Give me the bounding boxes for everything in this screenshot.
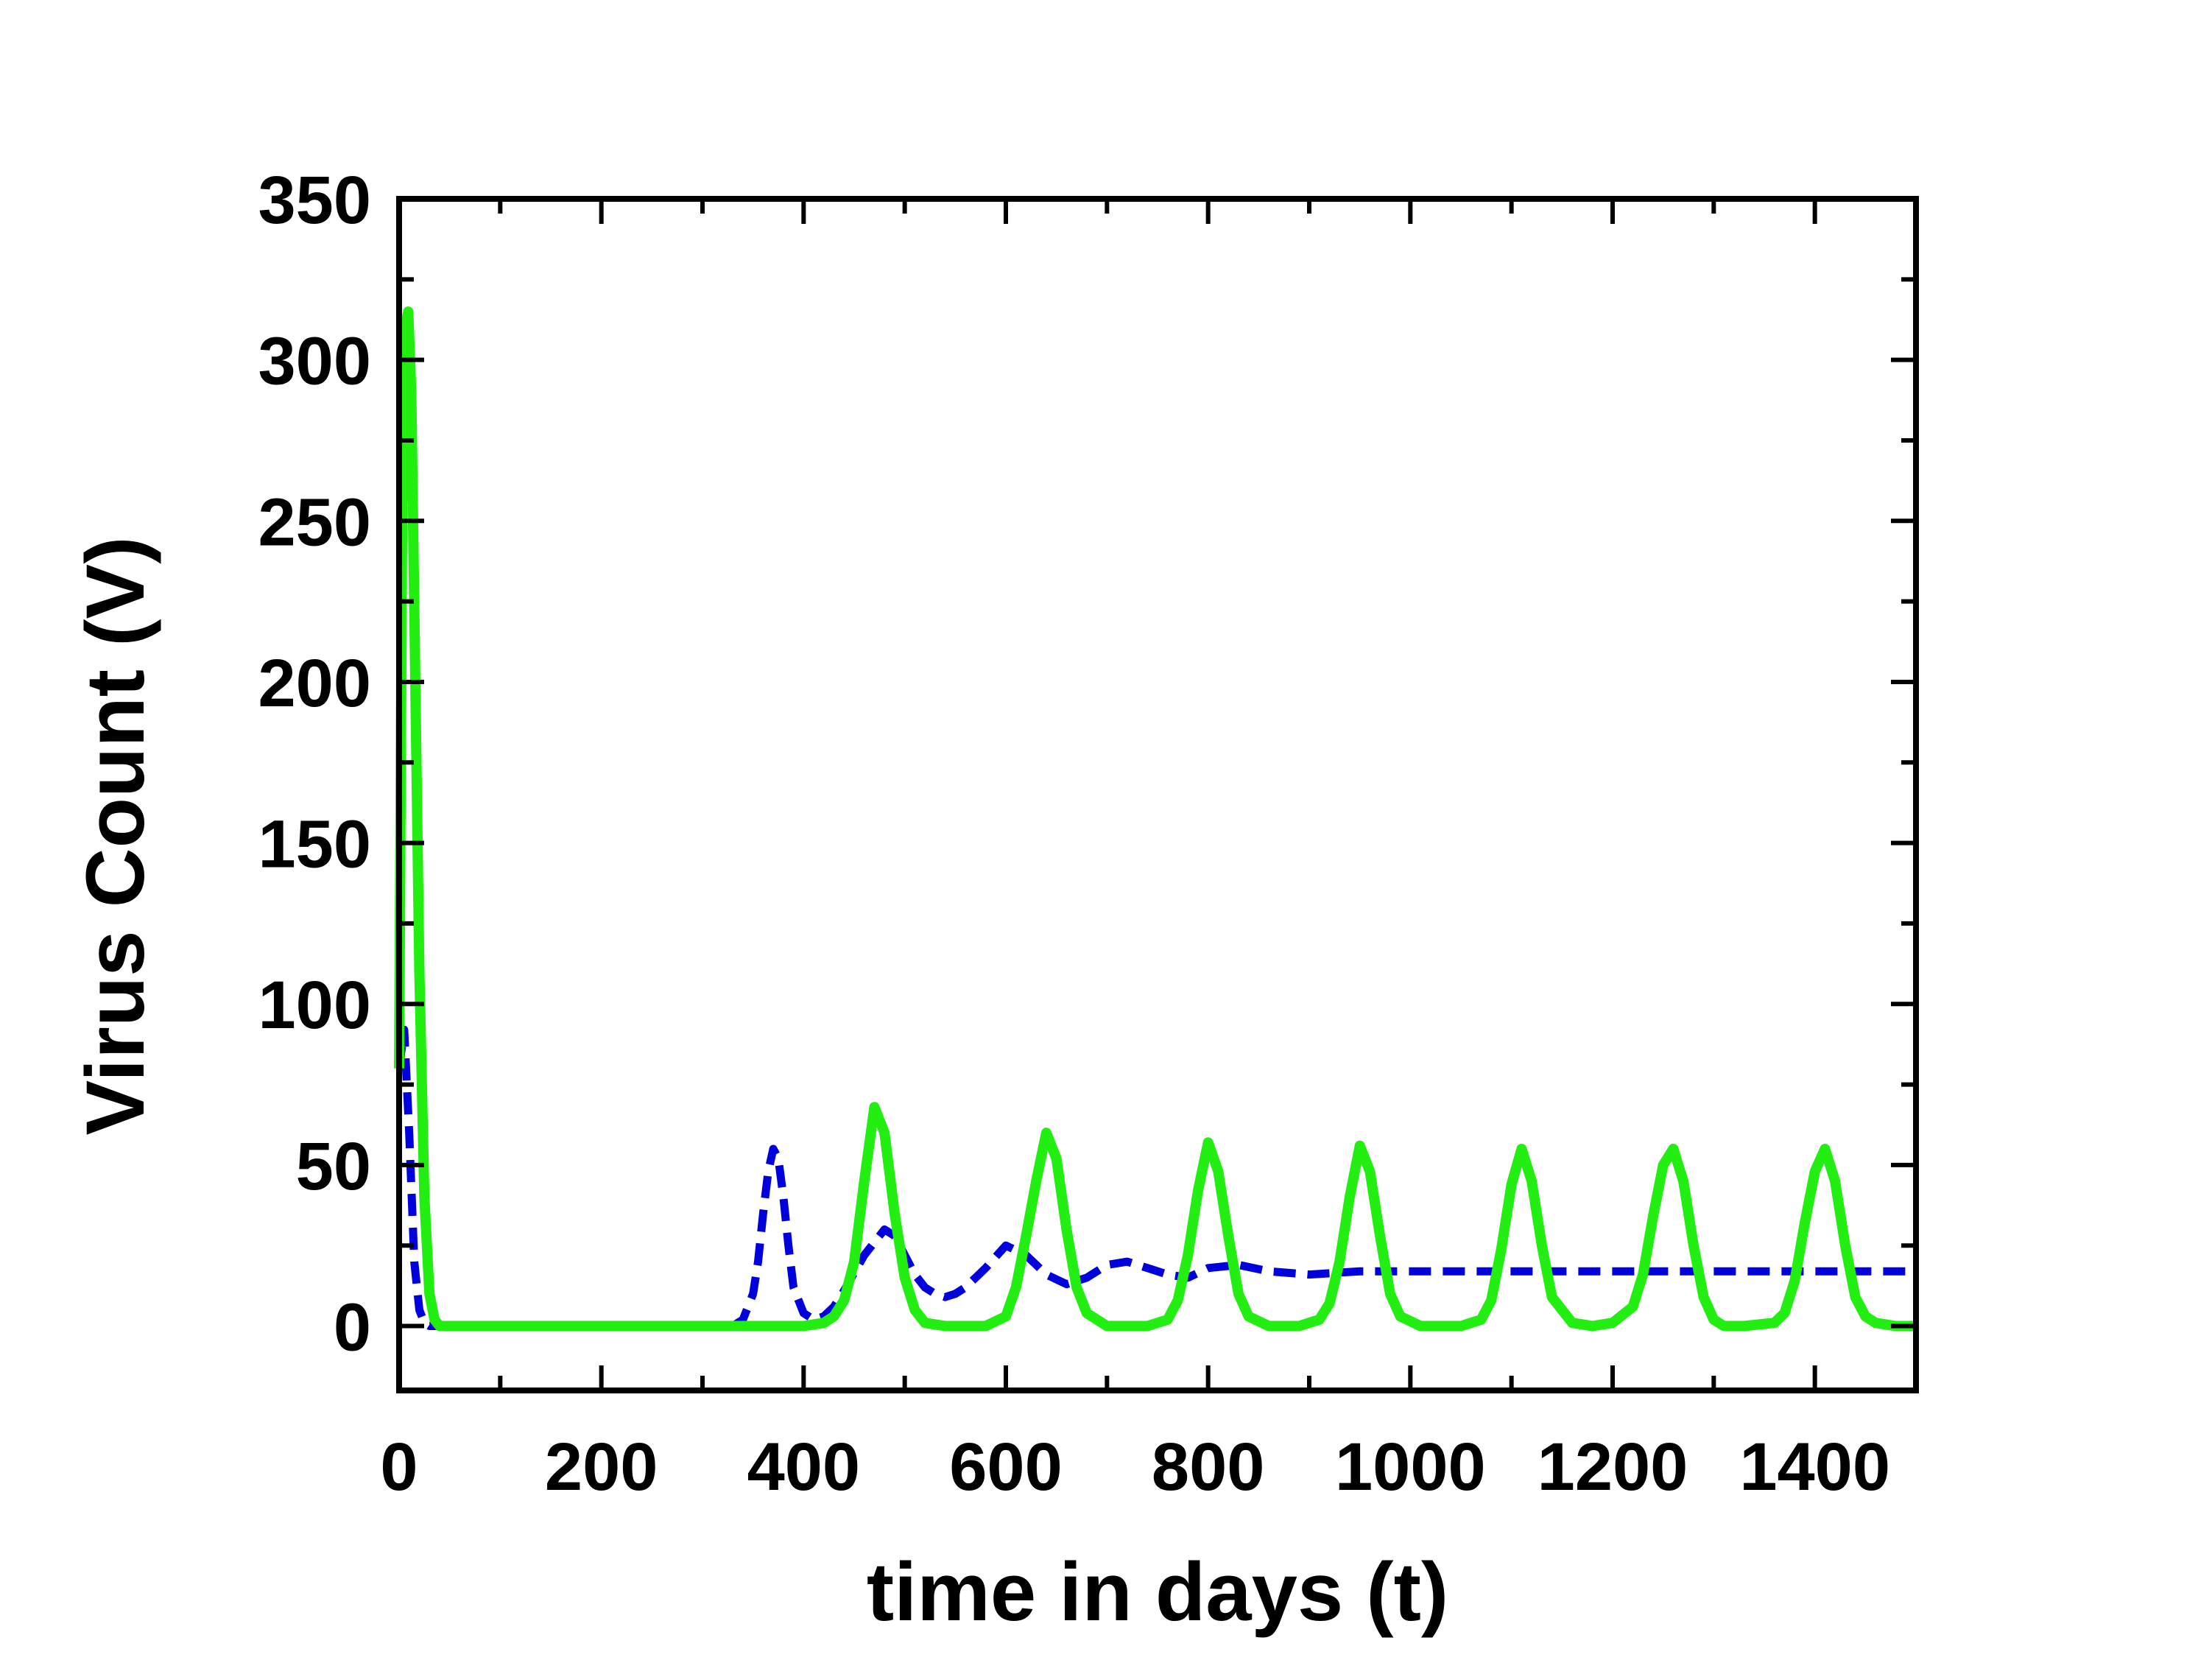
x-tick-label: 1400: [1739, 1429, 1890, 1505]
x-axis-title: time in days (t): [867, 1546, 1448, 1638]
plot-frame: [396, 196, 1919, 1393]
x-tick-label: 600: [949, 1429, 1063, 1505]
series-line-dashed: [395, 1025, 1916, 1330]
x-tick-label: 1200: [1538, 1429, 1688, 1505]
y-tick-label: 100: [258, 968, 372, 1043]
y-tick-label: 200: [258, 646, 372, 721]
y-tick-label: 50: [296, 1129, 371, 1204]
x-tick-label: 200: [545, 1429, 658, 1505]
y-axis-title: Virus Count (V): [69, 536, 161, 1135]
x-tick-label: 800: [1152, 1429, 1265, 1505]
y-tick-label: 350: [258, 163, 372, 238]
x-tick-label: 1000: [1335, 1429, 1486, 1505]
y-tick-label: 0: [334, 1290, 371, 1365]
x-tick-label: 0: [380, 1429, 418, 1505]
y-tick-label: 250: [258, 485, 372, 560]
y-tick-label: 150: [258, 807, 372, 882]
x-tick-label: 400: [747, 1429, 861, 1505]
y-tick-label: 300: [258, 324, 372, 399]
tick-labels: 0 200 400 600 800 1000 1200 1400 0 50 100 150 200 250…: [258, 163, 1891, 1505]
tick-marks: [397, 197, 1918, 1390]
plot-area: [394, 196, 1919, 1393]
series-line-solid: [394, 306, 1916, 1332]
